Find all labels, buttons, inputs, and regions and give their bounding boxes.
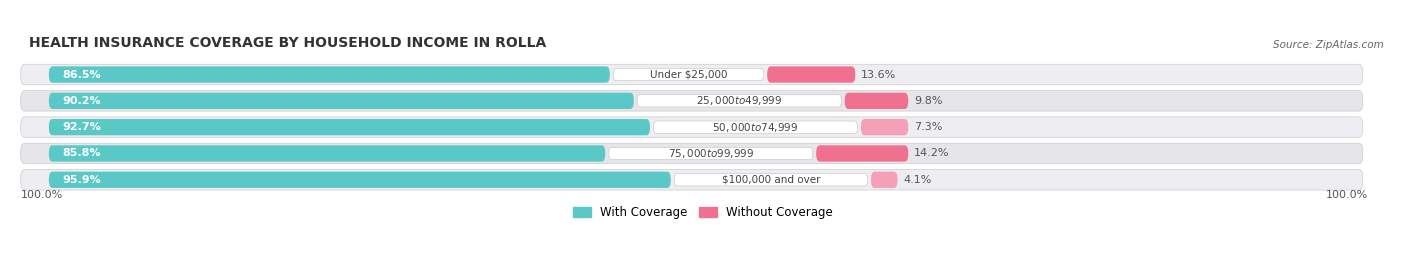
FancyBboxPatch shape (768, 66, 855, 83)
FancyBboxPatch shape (49, 145, 605, 162)
Text: $75,000 to $99,999: $75,000 to $99,999 (668, 147, 754, 160)
Text: Source: ZipAtlas.com: Source: ZipAtlas.com (1274, 40, 1384, 50)
Text: 92.7%: 92.7% (62, 122, 101, 132)
Text: 95.9%: 95.9% (62, 175, 101, 185)
FancyBboxPatch shape (49, 93, 634, 109)
FancyBboxPatch shape (21, 64, 1362, 85)
FancyBboxPatch shape (49, 66, 610, 83)
Text: 86.5%: 86.5% (62, 69, 101, 80)
FancyBboxPatch shape (609, 147, 813, 160)
Text: 100.0%: 100.0% (21, 190, 63, 200)
Text: 14.2%: 14.2% (914, 148, 949, 158)
Text: 9.8%: 9.8% (914, 96, 942, 106)
Text: 7.3%: 7.3% (914, 122, 942, 132)
FancyBboxPatch shape (49, 119, 650, 135)
Text: HEALTH INSURANCE COVERAGE BY HOUSEHOLD INCOME IN ROLLA: HEALTH INSURANCE COVERAGE BY HOUSEHOLD I… (28, 36, 546, 50)
Text: $100,000 and over: $100,000 and over (721, 175, 820, 185)
FancyBboxPatch shape (49, 172, 671, 188)
FancyBboxPatch shape (637, 95, 841, 107)
Text: 85.8%: 85.8% (62, 148, 101, 158)
FancyBboxPatch shape (654, 121, 858, 133)
Legend: With Coverage, Without Coverage: With Coverage, Without Coverage (568, 201, 838, 224)
FancyBboxPatch shape (21, 169, 1362, 190)
FancyBboxPatch shape (21, 91, 1362, 111)
Text: 4.1%: 4.1% (903, 175, 932, 185)
FancyBboxPatch shape (21, 143, 1362, 164)
FancyBboxPatch shape (613, 68, 763, 81)
Text: 90.2%: 90.2% (62, 96, 101, 106)
Text: Under $25,000: Under $25,000 (650, 69, 727, 80)
FancyBboxPatch shape (673, 174, 868, 186)
Text: $50,000 to $74,999: $50,000 to $74,999 (713, 121, 799, 134)
Text: $25,000 to $49,999: $25,000 to $49,999 (696, 94, 782, 107)
Text: 100.0%: 100.0% (1326, 190, 1368, 200)
FancyBboxPatch shape (21, 117, 1362, 137)
FancyBboxPatch shape (815, 145, 908, 162)
FancyBboxPatch shape (870, 172, 897, 188)
FancyBboxPatch shape (860, 119, 908, 135)
FancyBboxPatch shape (845, 93, 908, 109)
Text: 13.6%: 13.6% (860, 69, 896, 80)
